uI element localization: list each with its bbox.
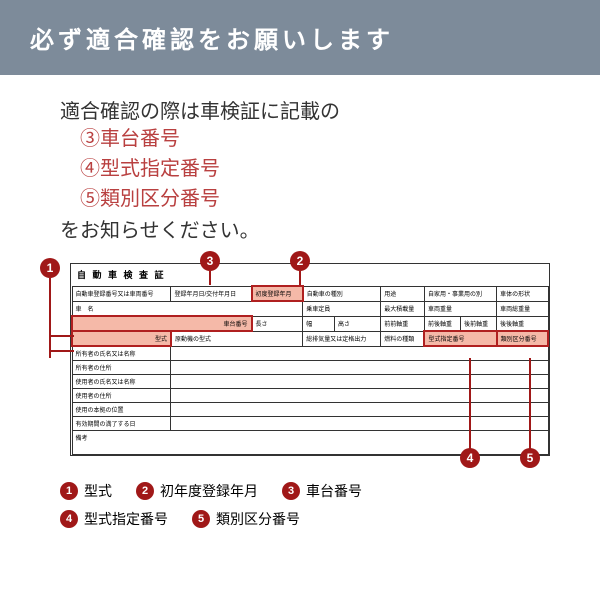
marker-3: 3 <box>200 251 220 271</box>
cell: 後後軸重 <box>497 316 548 331</box>
legend-text: 車台番号 <box>306 481 362 501</box>
intro-line-2: をお知らせください。 <box>60 214 540 243</box>
line-3v <box>209 271 211 285</box>
cell: 最大積載量 <box>381 301 425 316</box>
line-1h-b <box>49 350 74 352</box>
cell: 総排気量又は定格出力 <box>303 331 381 346</box>
legend-text: 型式指定番号 <box>84 509 168 529</box>
cell: 登録年月日/交付年月日 <box>171 286 252 301</box>
intro-block: 適合確認の際は車検証に記載の ③車台番号 ④型式指定番号 ⑤類別区分番号 をお知… <box>0 75 600 253</box>
line-4v <box>469 358 471 450</box>
doc-title: 自 動 車 検 査 証 <box>71 264 549 285</box>
marker-1: 1 <box>40 258 60 278</box>
cell: 長さ <box>252 316 303 331</box>
line-2v <box>299 271 301 285</box>
legend-text: 型式 <box>84 481 112 501</box>
red-item-4: ④型式指定番号 <box>60 154 540 184</box>
cell <box>171 403 548 417</box>
cell: 前前軸重 <box>381 316 425 331</box>
legend-item-5: 5 類別区分番号 <box>192 509 300 529</box>
cell-class-no: 類別区分番号 <box>497 331 548 346</box>
legend-row-1: 1 型式 2 初年度登録年月 3 車台番号 <box>60 481 540 501</box>
red-item-5: ⑤類別区分番号 <box>60 184 540 214</box>
cell: 使用者の住所 <box>72 389 171 403</box>
legend-item-2: 2 初年度登録年月 <box>136 481 258 501</box>
cell: 使用者の氏名又は名称 <box>72 375 171 389</box>
cell: 自動車の種別 <box>303 286 381 301</box>
cell <box>171 361 548 375</box>
legend-text: 初年度登録年月 <box>160 481 258 501</box>
cell-first-reg: 初度登録年月 <box>252 286 303 301</box>
marker-2: 2 <box>290 251 310 271</box>
document-wrap: 1 3 2 4 5 自 動 車 検 査 証 自動車登録番号又は車両番号 登録年月… <box>0 253 600 471</box>
cell: 所有者の住所 <box>72 361 171 375</box>
cell: 自家用・事業用の別 <box>424 286 496 301</box>
doc-table: 自動車登録番号又は車両番号 登録年月日/交付年月日 初度登録年月 自動車の種別 … <box>71 285 549 455</box>
marker-4: 4 <box>460 448 480 468</box>
cell: 幅 <box>303 316 335 331</box>
cell <box>171 417 548 431</box>
cell: 車 名 <box>72 301 303 316</box>
header-banner: 必ず適合確認をお願いします <box>0 0 600 75</box>
legend-num: 4 <box>60 510 78 528</box>
cell: 前後軸重 <box>424 316 460 331</box>
cell: 自動車登録番号又は車両番号 <box>72 286 171 301</box>
legend-item-3: 3 車台番号 <box>282 481 362 501</box>
inspection-certificate: 自 動 車 検 査 証 自動車登録番号又は車両番号 登録年月日/交付年月日 初度… <box>70 263 550 456</box>
line-5v <box>529 358 531 450</box>
cell: 使用の本拠の位置 <box>72 403 171 417</box>
legend-item-4: 4 型式指定番号 <box>60 509 168 529</box>
cell-model: 型式 <box>72 331 171 346</box>
red-item-3: ③車台番号 <box>60 124 540 154</box>
cell-chassis-no: 車台番号 <box>72 316 252 331</box>
cell: 乗車定員 <box>303 301 381 316</box>
legend: 1 型式 2 初年度登録年月 3 車台番号 4 型式指定番号 5 類別区分番号 <box>0 471 600 557</box>
cell-type-no: 型式指定番号 <box>424 331 496 346</box>
cell: 車両総重量 <box>497 301 548 316</box>
legend-item-1: 1 型式 <box>60 481 112 501</box>
cell <box>171 389 548 403</box>
marker-5: 5 <box>520 448 540 468</box>
legend-num: 2 <box>136 482 154 500</box>
legend-num: 3 <box>282 482 300 500</box>
cell: 用途 <box>381 286 425 301</box>
cell: 高さ <box>334 316 380 331</box>
cell: 後前軸重 <box>461 316 497 331</box>
cell: 原動機の型式 <box>171 331 303 346</box>
legend-num: 5 <box>192 510 210 528</box>
legend-row-2: 4 型式指定番号 5 類別区分番号 <box>60 509 540 529</box>
legend-num: 1 <box>60 482 78 500</box>
cell: 車両重量 <box>424 301 496 316</box>
cell: 車体の形状 <box>497 286 548 301</box>
cell: 燃料の種類 <box>381 331 425 346</box>
cell: 所有者の氏名又は名称 <box>72 346 171 361</box>
legend-text: 類別区分番号 <box>216 509 300 529</box>
cell: 有効期間の満了する日 <box>72 417 171 431</box>
line-1v <box>49 278 51 358</box>
cell <box>171 375 548 389</box>
line-1h-a <box>49 335 74 337</box>
cell <box>171 346 548 361</box>
intro-line-1: 適合確認の際は車検証に記載の <box>60 95 540 124</box>
